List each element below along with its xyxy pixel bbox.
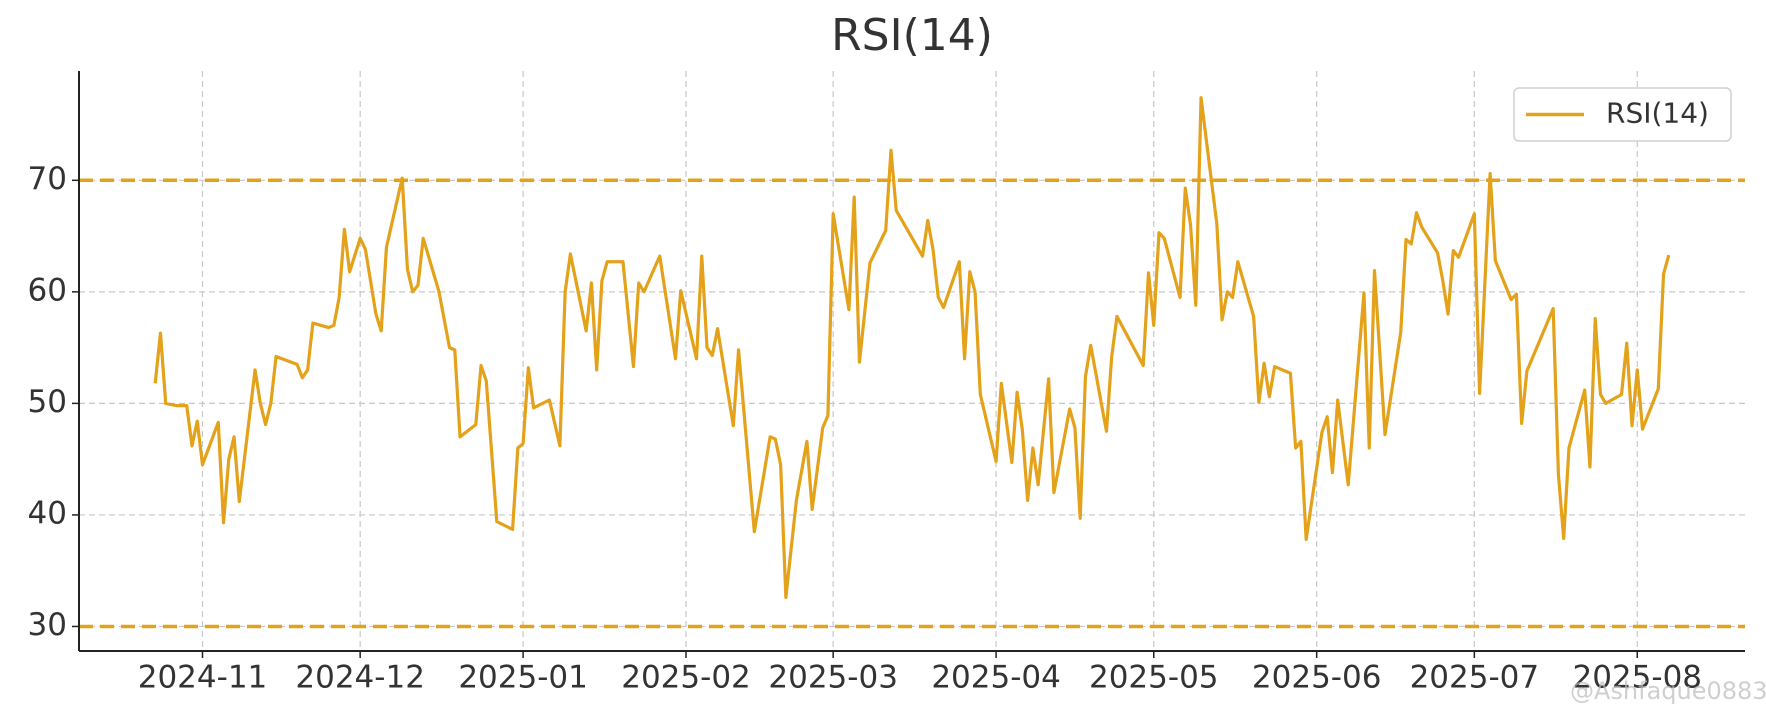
x-tick-label: 2025-03 [768,660,898,696]
x-tick-label: 2025-01 [458,660,588,696]
y-tick-label: 50 [28,384,67,420]
x-tick-label: 2025-05 [1089,660,1219,696]
y-tick-label: 70 [28,161,67,197]
x-tick-label: 2025-07 [1410,660,1540,696]
legend-label: RSI(14) [1606,97,1709,130]
x-tick-label: 2024-11 [138,660,268,696]
legend-box [1513,87,1732,142]
chart-title: RSI(14) [831,10,993,61]
x-tick-label: 2025-06 [1252,660,1382,696]
watermark: @Ashfaque0883 [1570,677,1766,705]
x-tick-label: 2024-12 [295,660,425,696]
y-tick-label: 40 [28,495,67,531]
x-tick-label: 2025-04 [931,660,1061,696]
y-tick-label: 30 [28,607,67,643]
x-tick-label: 2025-08 [1572,660,1702,696]
y-tick-label: 60 [28,272,67,308]
x-tick-label: 2025-02 [621,660,751,696]
data-line [153,96,1671,600]
